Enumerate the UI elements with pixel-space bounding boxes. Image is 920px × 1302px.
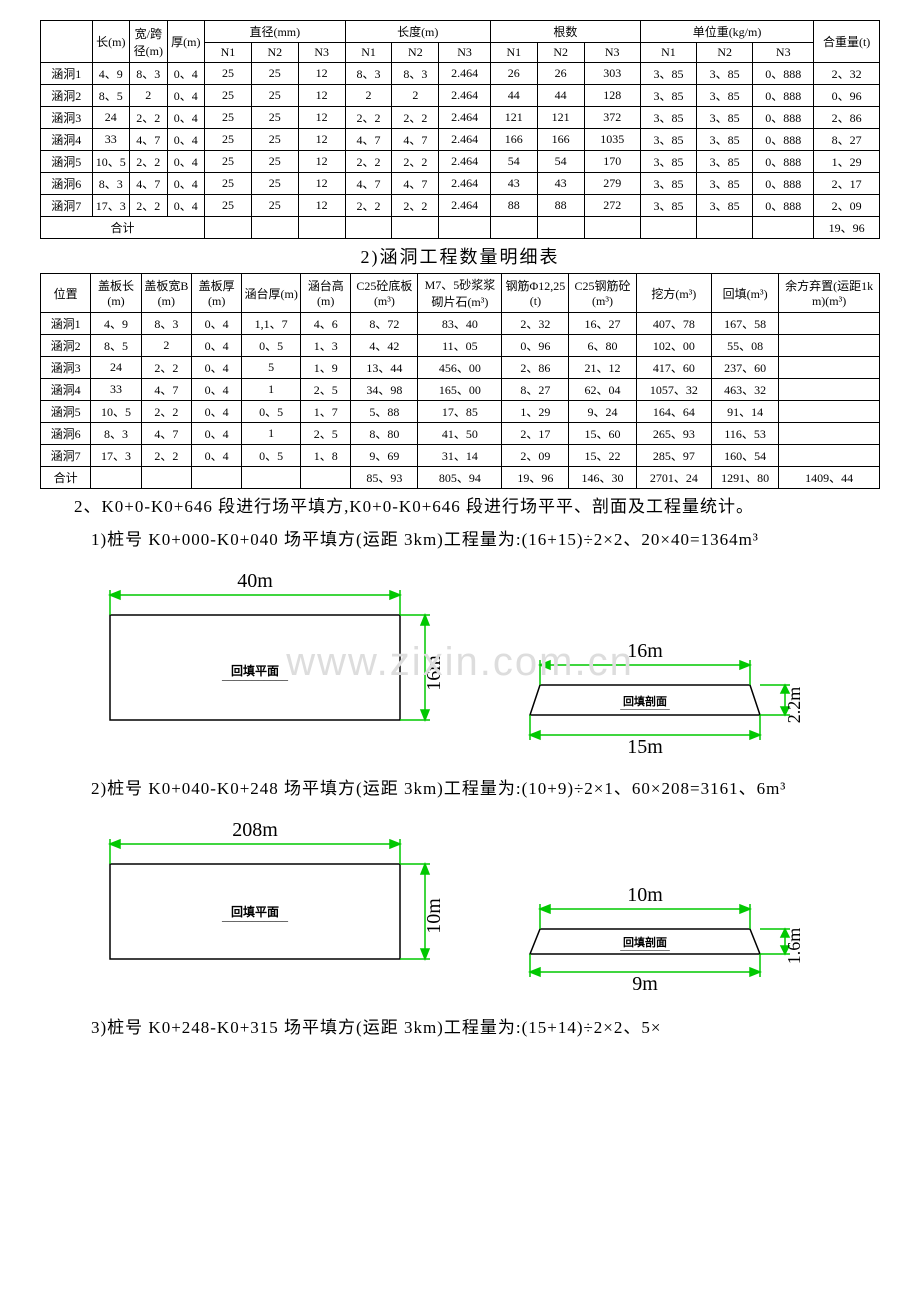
table-row: 涵洞28、520、4252512222.46444441283、853、850、… [41, 85, 880, 107]
dim-2.2m: 2.2m [784, 687, 804, 724]
th-length: 长度(m) [345, 21, 490, 43]
paragraph-4: 3)桩号 K0+248-K0+315 场平填方(运距 3km)工程量为:(15+… [40, 1014, 880, 1043]
table-row: 涵洞4334、70、412、534、98165、008、2762、041057、… [41, 379, 880, 401]
table-row: 涵洞510、52、20、40、51、75、8817、851、299、24164、… [41, 401, 880, 423]
th-count: 根数 [490, 21, 640, 43]
table-row: 涵洞3242、20、451、913、44456、002、8621、12417、6… [41, 357, 880, 379]
th-unitw: 单位重(kg/m) [640, 21, 813, 43]
quantity-table: 位置盖板长(m)盖板宽B(m)盖板厚(m)涵台厚(m)涵台高(m)C25砼底板(… [40, 273, 880, 489]
th-width: 宽/跨径(m) [130, 21, 167, 63]
paragraph-3: 2)桩号 K0+040-K0+248 场平填方(运距 3km)工程量为:(10+… [40, 775, 880, 804]
table-row: 涵洞14、98、30、41,1、74、68、7283、402、3216、2740… [41, 313, 880, 335]
rebar-table: 长(m) 宽/跨径(m) 厚(m) 直径(mm) 长度(m) 根数 单位重(kg… [40, 20, 880, 239]
dim-15m: 15m [627, 736, 663, 755]
diagram-2: 回填平面 ___________ 208m 10m 回填剖面 _________ [40, 814, 880, 994]
paragraph-2: 1)桩号 K0+000-K0+040 场平填方(运距 3km)工程量为:(16+… [40, 526, 880, 555]
table-row: 合计85、93805、9419、96146、302701、241291、8014… [41, 467, 880, 489]
diagram-1: 回填平面 ___________ 40m 16m 回填剖面 _________ [40, 565, 880, 755]
dim-10m-v: 10m [423, 897, 445, 933]
dim-16m-v: 16m [423, 655, 445, 691]
table-row: 涵洞3242、20、42525122、22、22.4641211213723、8… [41, 107, 880, 129]
paragraph-1: 2、K0+0-K0+646 段进行场平填方,K0+0-K0+646 段进行场平平… [40, 493, 880, 522]
table-row: 涵洞28、520、40、51、34、4211、050、966、80102、005… [41, 335, 880, 357]
th-len: 长(m) [92, 21, 129, 63]
svg-text:_________: _________ [619, 699, 670, 711]
th-thick: 厚(m) [167, 21, 204, 63]
table-row: 涵洞510、52、20、42525122、22、22.46454541703、8… [41, 151, 880, 173]
dim-16m-top: 16m [627, 640, 663, 662]
table-row: 涵洞717、32、20、40、51、89、6931、142、0915、22285… [41, 445, 880, 467]
table-row: 涵洞4334、70、42525124、74、72.46416616610353、… [41, 129, 880, 151]
table-row: 涵洞14、98、30、42525128、38、32.46426263033、85… [41, 63, 880, 85]
table-footer-row: 合计19、96 [41, 217, 880, 239]
table-header-row: 位置盖板长(m)盖板宽B(m)盖板厚(m)涵台厚(m)涵台高(m)C25砼底板(… [41, 274, 880, 313]
dim-40m: 40m [237, 570, 273, 592]
svg-text:_________: _________ [619, 940, 670, 952]
dim-10m-top: 10m [627, 884, 663, 906]
th-dia: 直径(mm) [205, 21, 346, 43]
svg-text:___________: ___________ [221, 668, 289, 682]
svg-text:___________: ___________ [221, 909, 289, 923]
dim-1.6m: 1.6m [784, 927, 804, 964]
section-title-2: 2)涵洞工程数量明细表 [40, 243, 880, 269]
table-row: 涵洞717、32、20、42525122、22、22.46488882723、8… [41, 195, 880, 217]
table-header-row: 长(m) 宽/跨径(m) 厚(m) 直径(mm) 长度(m) 根数 单位重(kg… [41, 21, 880, 43]
dim-9m: 9m [632, 973, 658, 994]
table-row: 涵洞68、34、70、42525124、74、72.46443432793、85… [41, 173, 880, 195]
table-row: 涵洞68、34、70、412、58、8041、502、1715、60265、93… [41, 423, 880, 445]
th-total: 合重量(t) [814, 21, 880, 63]
dim-208m: 208m [232, 819, 278, 841]
